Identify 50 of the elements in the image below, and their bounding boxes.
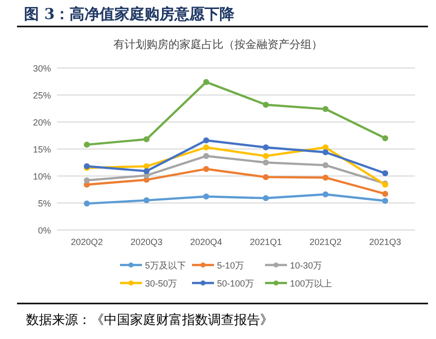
point xyxy=(262,102,269,108)
point xyxy=(203,137,210,144)
point xyxy=(84,200,90,207)
point xyxy=(144,168,150,174)
legend-label: 100万以上 xyxy=(290,278,332,288)
point xyxy=(322,144,328,150)
x-tick-label: 2021Q2 xyxy=(309,237,342,247)
legend-label: 30-50万 xyxy=(145,278,178,288)
point xyxy=(382,198,388,204)
point xyxy=(322,149,328,156)
point xyxy=(322,174,328,181)
point xyxy=(203,153,210,160)
x-tick-label: 2021Q3 xyxy=(369,237,402,247)
chart-title: 图 3：高净值家庭购房意愿下降 xyxy=(24,5,236,23)
x-tick-label: 2020Q4 xyxy=(190,237,222,247)
y-tick-label: 10% xyxy=(32,172,51,182)
point xyxy=(262,153,269,160)
x-tick-label: 2020Q2 xyxy=(70,237,103,247)
y-tick-label: 5% xyxy=(38,198,51,208)
chart-subtitle: 有计划购房的家庭占比（按金融资产分组） xyxy=(114,38,322,51)
point xyxy=(262,174,269,180)
y-tick-label: 15% xyxy=(32,144,51,154)
y-tick-label: 0% xyxy=(38,226,51,236)
point xyxy=(382,170,388,176)
point xyxy=(382,190,388,197)
point xyxy=(262,160,269,166)
point xyxy=(262,144,269,150)
point xyxy=(382,135,388,142)
point xyxy=(144,136,150,142)
point xyxy=(203,79,210,86)
point xyxy=(84,142,90,148)
point xyxy=(203,166,210,172)
point xyxy=(144,197,150,204)
y-tick-label: 30% xyxy=(32,64,51,74)
y-tick-label: 20% xyxy=(32,118,51,128)
legend-label: 5-10万 xyxy=(217,260,244,270)
point xyxy=(262,195,269,202)
point xyxy=(322,162,328,168)
source-note: 数据来源：《中国家庭财富指数调查报告》 xyxy=(26,312,273,328)
y-tick-label: 25% xyxy=(32,90,51,100)
point xyxy=(322,106,328,112)
x-tick-label: 2021Q1 xyxy=(250,237,282,247)
point xyxy=(203,194,210,200)
legend-label: 10-30万 xyxy=(290,260,322,270)
legend-label: 5万及以下 xyxy=(145,260,186,270)
point xyxy=(84,177,90,184)
point xyxy=(203,144,210,150)
legend-label: 50-100万 xyxy=(217,278,254,288)
x-tick-label: 2020Q3 xyxy=(130,237,163,247)
point xyxy=(322,191,328,198)
